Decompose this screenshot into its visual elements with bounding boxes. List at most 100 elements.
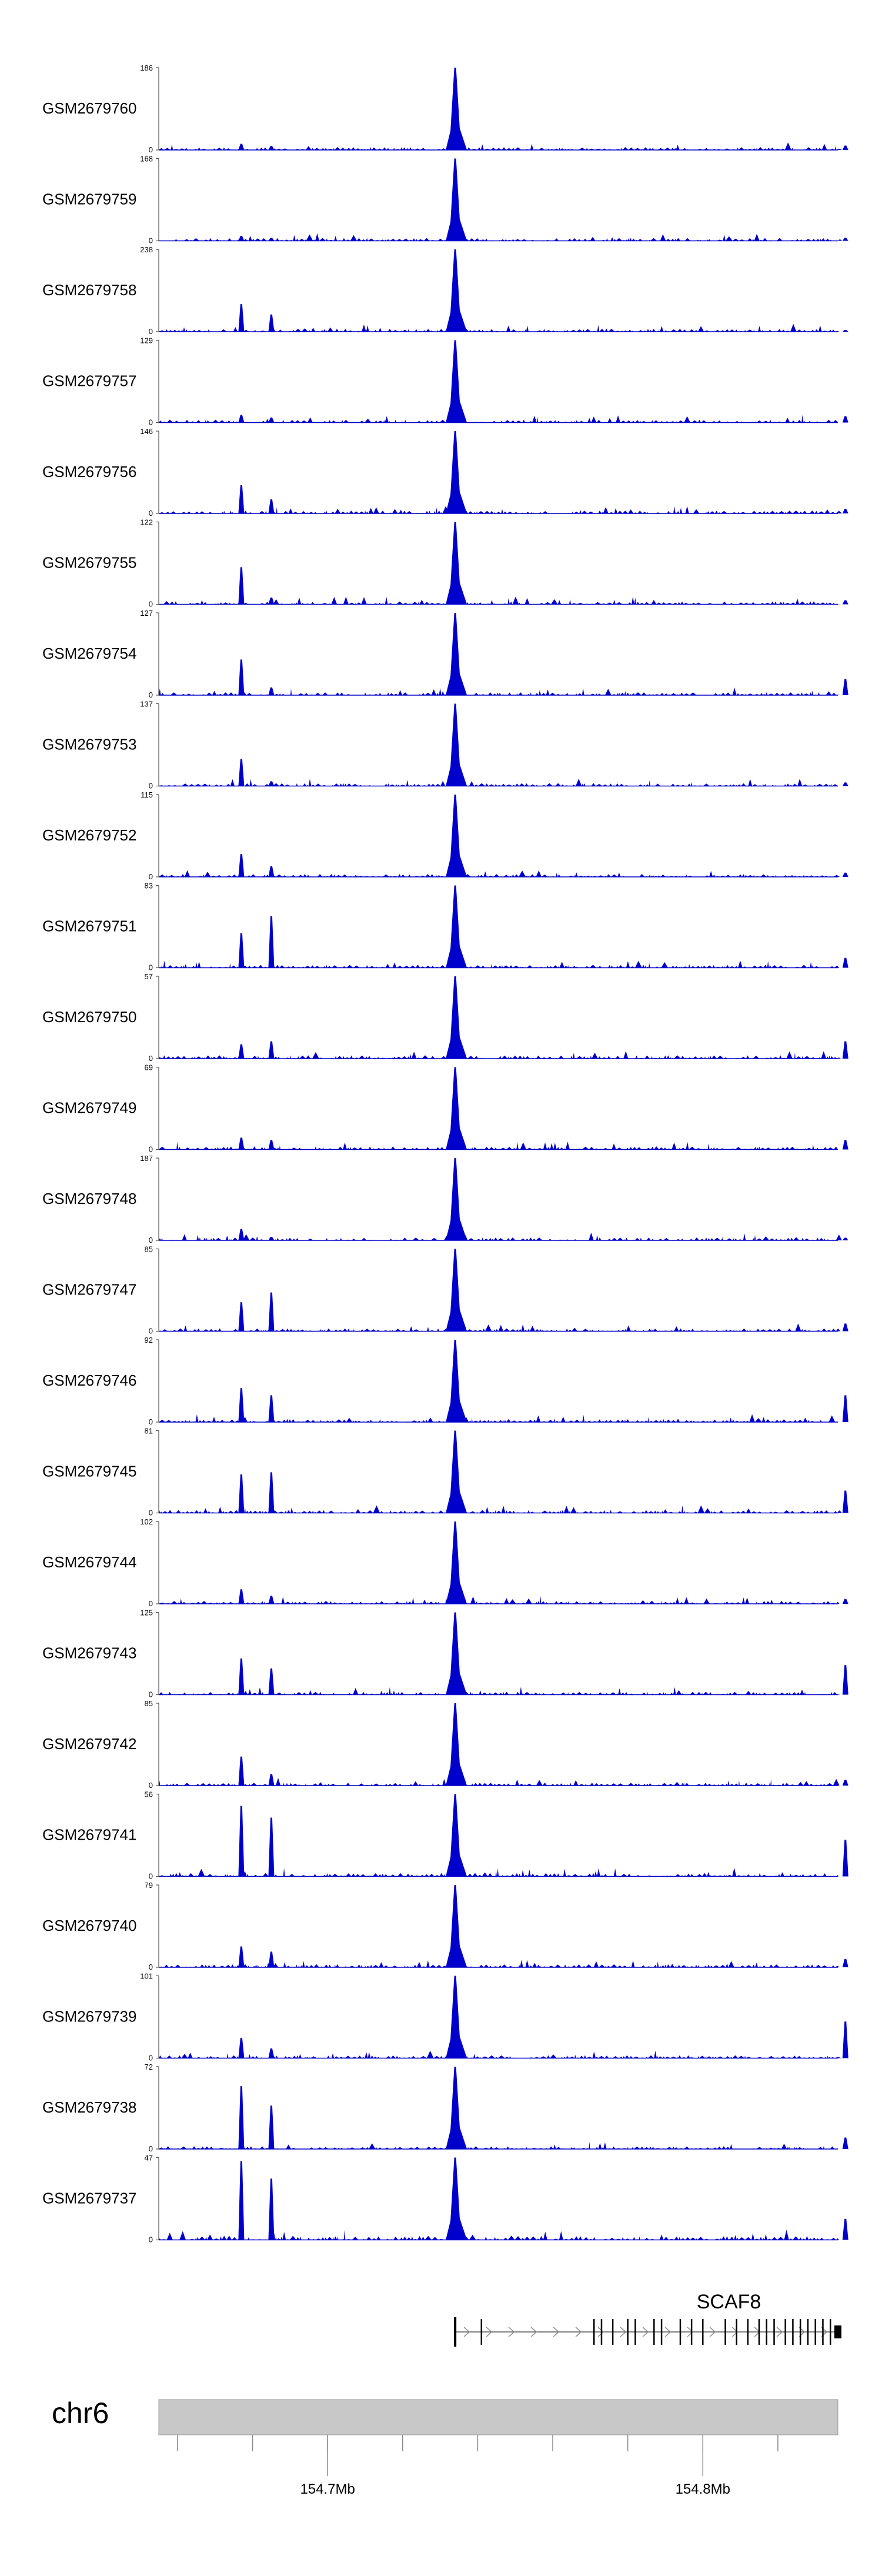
coverage-peak <box>268 146 275 150</box>
coverage-peak <box>238 236 245 241</box>
strand-arrow <box>508 2327 515 2337</box>
coverage-signal <box>159 415 838 423</box>
coverage-signal <box>159 233 843 241</box>
y-max-label: 186 <box>140 64 153 72</box>
coverage-signal <box>159 1778 840 1786</box>
gene-exon <box>807 2319 809 2345</box>
y-max-label: 83 <box>145 882 153 890</box>
coverage-track: GSM2679743 125 0 <box>42 1609 848 1699</box>
coverage-track: GSM2679744 102 0 <box>42 1517 848 1608</box>
coverage-track: GSM2679758 238 0 <box>42 245 848 336</box>
coverage-peak <box>268 1292 275 1332</box>
gene-exon <box>758 2319 760 2345</box>
coverage-peak <box>842 2218 848 2240</box>
coverage-peak <box>842 2137 848 2149</box>
coverage-track: GSM2679739 101 0 <box>42 1972 848 2063</box>
coverage-peak-shoulder <box>446 939 467 968</box>
coverage-peak-shoulder <box>446 1302 467 1332</box>
coverage-peak-shoulder <box>446 1212 467 1240</box>
track-label: GSM2679758 <box>42 281 136 299</box>
gene-exon <box>690 2319 693 2345</box>
coverage-peak-shoulder <box>446 1666 467 1695</box>
x-tick-label: 154.8Mb <box>676 2481 730 2497</box>
coverage-peak <box>268 1596 275 1604</box>
coverage-track: GSM2679756 146 0 <box>42 427 848 518</box>
gene-exon <box>612 2319 614 2345</box>
track-label: GSM2679752 <box>42 826 136 844</box>
track-label: GSM2679757 <box>42 372 136 390</box>
y-zero-label: 0 <box>149 1509 153 1517</box>
y-max-label: 81 <box>145 1427 153 1436</box>
coverage-signal <box>159 142 842 150</box>
coverage-peak-shoulder <box>446 848 467 877</box>
coverage-peak <box>842 330 848 332</box>
y-zero-label: 0 <box>149 236 153 245</box>
coverage-peak <box>842 1958 848 1967</box>
track-label: GSM2679738 <box>42 2098 136 2116</box>
y-max-label: 57 <box>145 972 153 981</box>
coverage-peak <box>842 1599 848 1604</box>
y-max-label: 238 <box>140 245 153 254</box>
y-max-label: 101 <box>140 1972 153 1981</box>
coverage-peak-shoulder <box>446 1030 467 1059</box>
track-label: GSM2679741 <box>42 1826 136 1844</box>
y-zero-label: 0 <box>149 600 153 609</box>
y-max-label: 85 <box>145 1245 153 1254</box>
y-max-label: 168 <box>140 155 153 163</box>
gene-exon <box>736 2319 737 2345</box>
y-max-label: 47 <box>145 2154 153 2163</box>
coverage-peak <box>842 1840 848 1877</box>
track-label: GSM2679740 <box>42 1917 136 1934</box>
gene-exon <box>593 2319 595 2345</box>
coverage-peak-shoulder <box>446 2211 467 2240</box>
coverage-track: GSM2679751 83 0 <box>42 882 848 972</box>
coverage-signal <box>159 960 840 968</box>
y-zero-label: 0 <box>149 418 153 427</box>
y-max-label: 56 <box>145 1790 153 1799</box>
coverage-peak <box>238 1658 245 1695</box>
y-zero-label: 0 <box>149 145 153 154</box>
y-zero-label: 0 <box>149 1145 153 1154</box>
coverage-peak-shoulder <box>446 1847 467 1877</box>
y-zero-label: 0 <box>149 327 153 336</box>
coverage-signal <box>159 1142 838 1150</box>
strand-arrow <box>642 2327 649 2337</box>
y-max-label: 72 <box>145 2063 153 2071</box>
y-zero-label: 0 <box>149 2144 153 2153</box>
coverage-track: GSM2679754 127 0 <box>42 609 848 699</box>
coverage-track: GSM2679759 168 0 <box>42 155 848 245</box>
coverage-peak-shoulder <box>446 121 467 150</box>
coverage-track: GSM2679749 69 0 <box>42 1063 848 1154</box>
coverage-peak <box>842 679 848 695</box>
coverage-peak <box>842 1323 848 1332</box>
coverage-peak <box>842 1140 848 1150</box>
coverage-track: GSM2679760 186 0 <box>42 64 848 154</box>
y-zero-label: 0 <box>149 782 153 790</box>
coverage-signal <box>159 2050 842 2058</box>
y-max-label: 115 <box>141 790 153 799</box>
coverage-signal <box>159 870 840 877</box>
coverage-peak <box>842 782 848 786</box>
coverage-peak <box>268 314 275 332</box>
coverage-peak <box>268 1395 275 1422</box>
coverage-signal <box>159 1323 841 1332</box>
coverage-peak <box>842 957 848 968</box>
coverage-peak <box>238 1756 245 1786</box>
y-max-label: 102 <box>140 1517 153 1526</box>
coverage-peak-shoulder <box>446 1938 467 1967</box>
coverage-peak <box>268 1472 275 1513</box>
coverage-peak-shoulder <box>446 1393 467 1422</box>
coverage-peak <box>238 415 245 423</box>
gene-exon <box>747 2319 749 2345</box>
coverage-signal <box>159 1414 841 1422</box>
coverage-peak-shoulder <box>446 757 467 786</box>
coverage-track: GSM2679753 137 0 <box>42 700 848 790</box>
coverage-peak-shoulder <box>446 1484 467 1513</box>
coverage-peak <box>268 1951 275 1967</box>
coverage-peak <box>238 2037 245 2058</box>
track-label: GSM2679745 <box>42 1463 136 1480</box>
coverage-peak <box>842 416 848 423</box>
coverage-peak <box>268 1774 275 1786</box>
coverage-peak <box>238 2086 245 2149</box>
gene-exon <box>829 2319 831 2345</box>
